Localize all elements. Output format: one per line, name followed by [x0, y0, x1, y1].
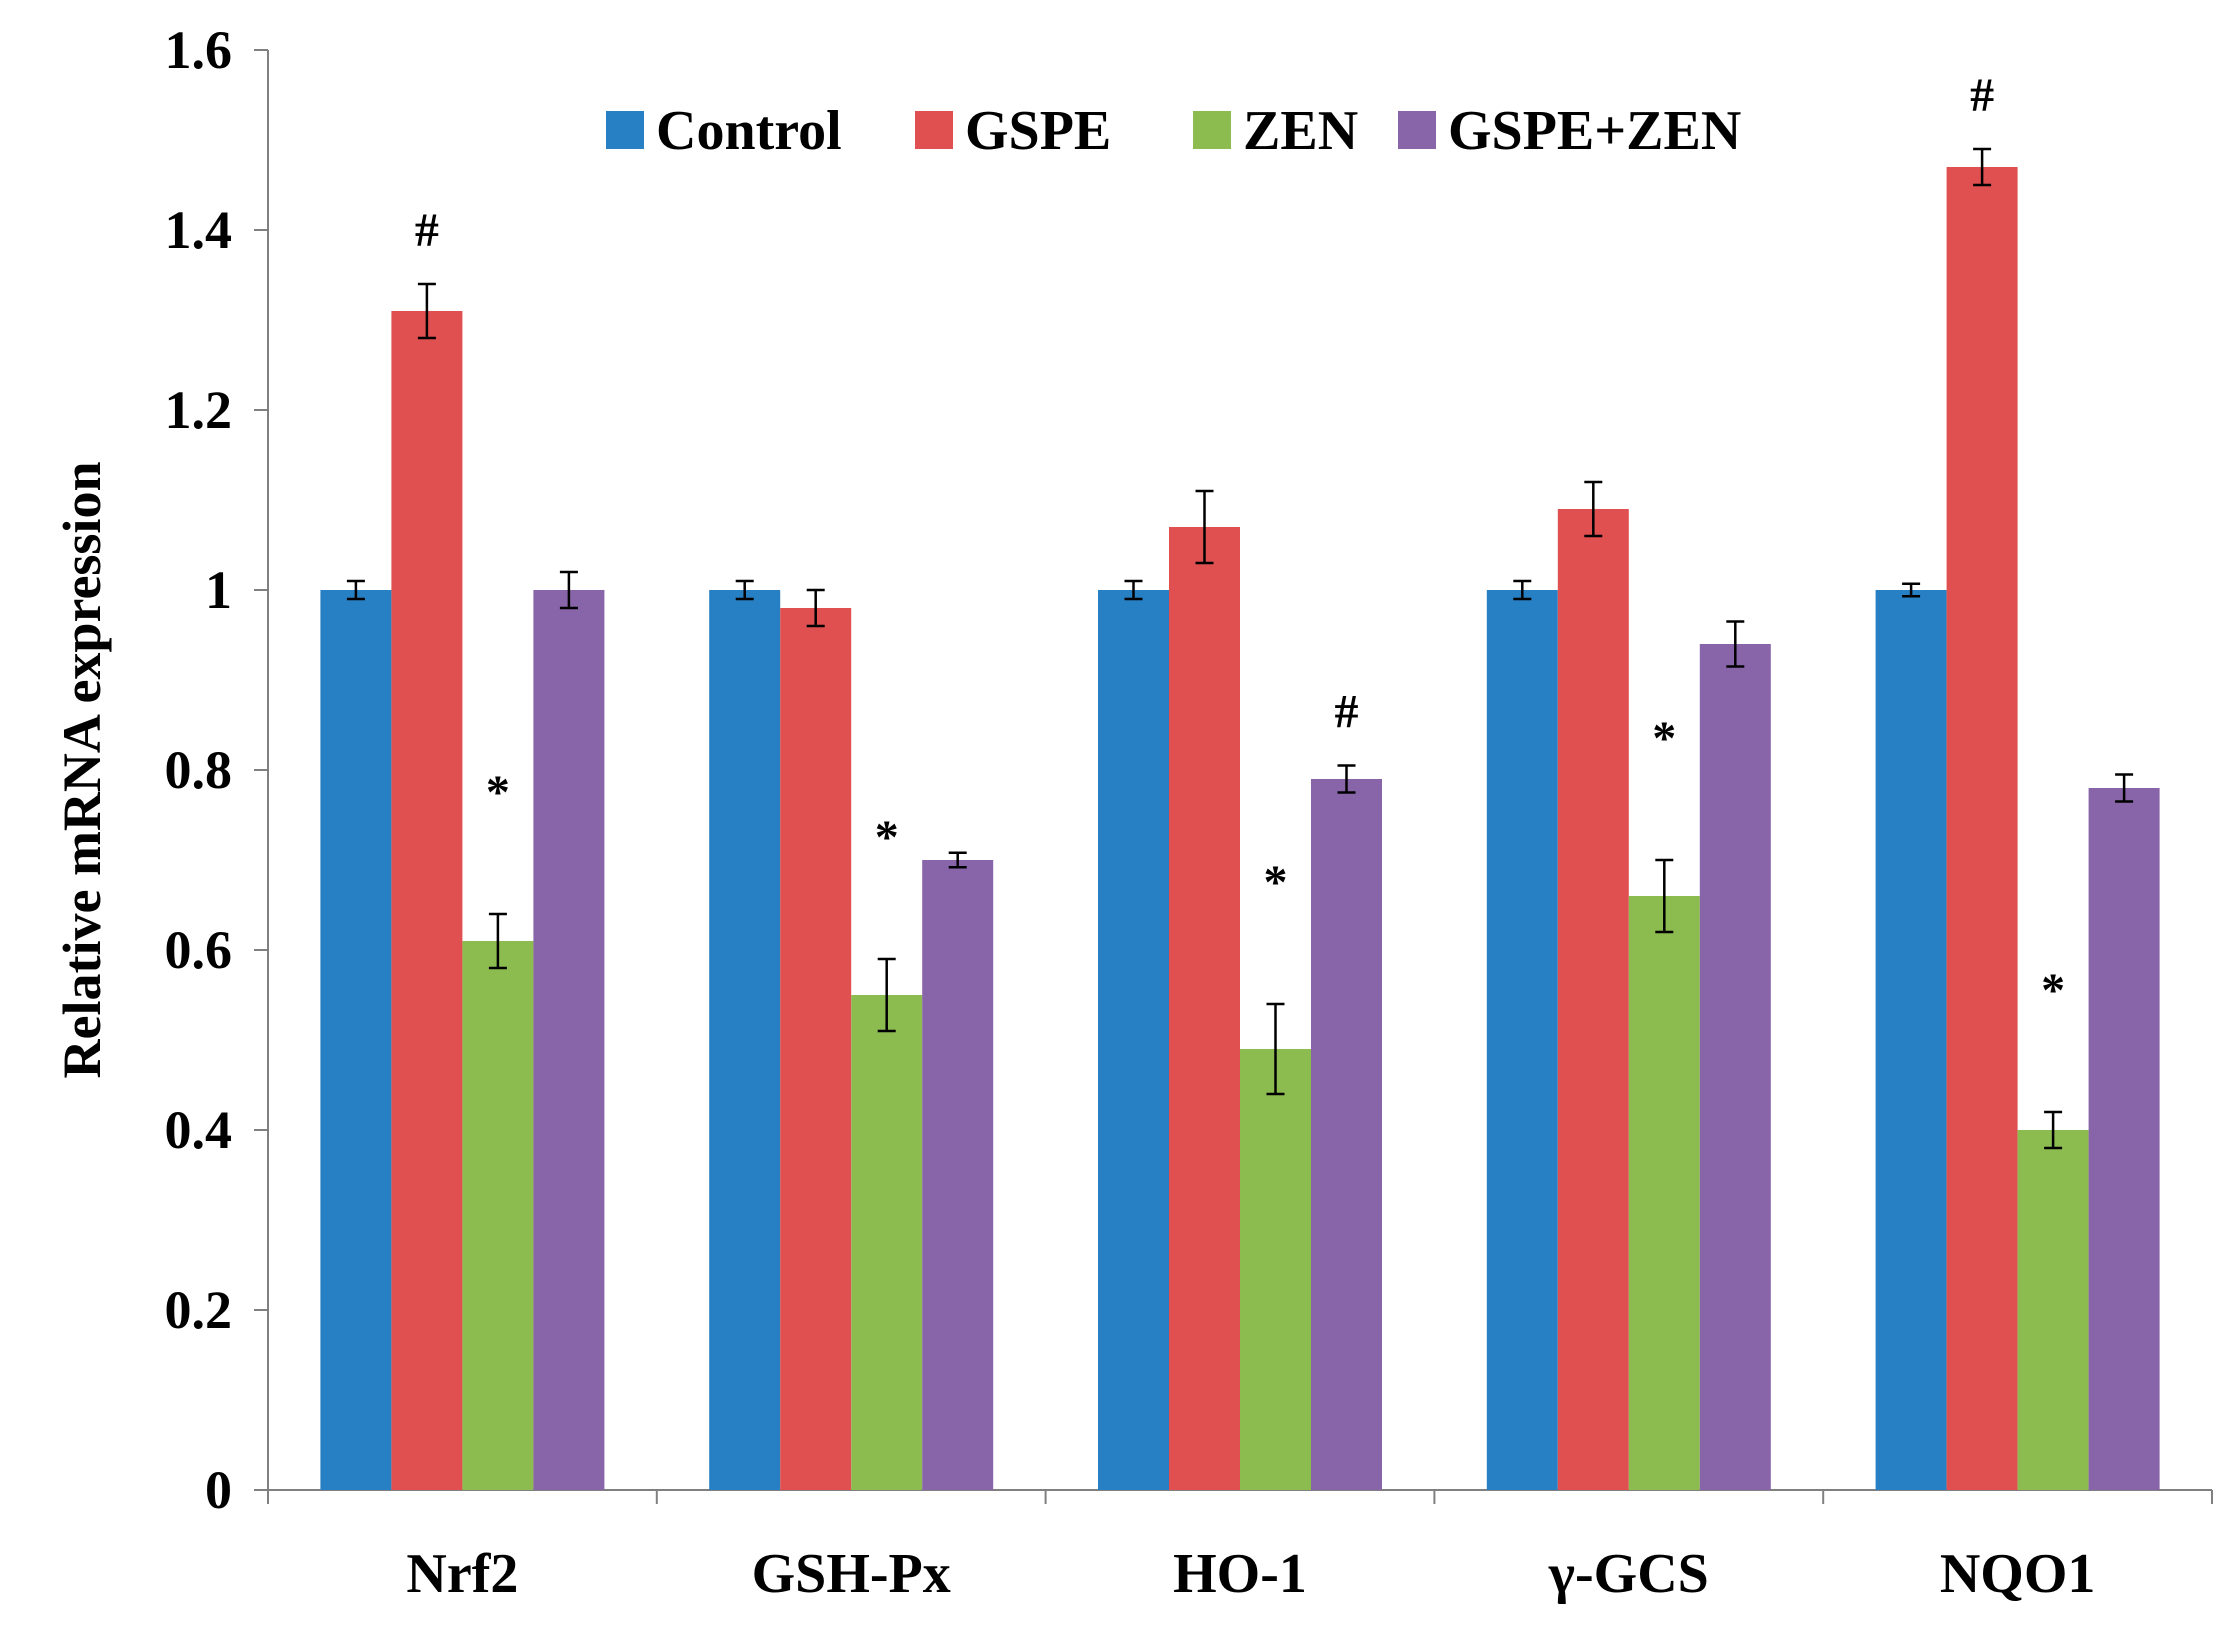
- bar-control: [1486, 590, 1558, 1490]
- legend-swatch: [1193, 111, 1231, 149]
- x-tick-label: GSH-Px: [752, 1543, 951, 1605]
- bar-gspe-zen: [1699, 644, 1771, 1490]
- bar-gspe: [1169, 527, 1240, 1490]
- y-tick-label: 0.2: [165, 1280, 233, 1340]
- bar-gspe-zen: [2088, 788, 2160, 1490]
- hash-annotation: #: [1970, 69, 1994, 122]
- y-tick-label: 1: [205, 560, 232, 620]
- y-tick-label: 1.2: [165, 380, 233, 440]
- bar-zen: [851, 995, 923, 1490]
- asterisk-annotation: *: [1652, 712, 1676, 765]
- y-tick-label: 0.6: [165, 920, 233, 980]
- asterisk-annotation: *: [1264, 856, 1288, 909]
- x-tick-label: NQO1: [1940, 1543, 2096, 1605]
- bars: [320, 167, 2160, 1490]
- hash-annotation: #: [1335, 686, 1359, 739]
- y-axis-title: Relative mRNA expression: [52, 462, 112, 1079]
- hash-annotation: #: [415, 204, 439, 257]
- y-tick-label: 1.6: [165, 20, 233, 80]
- bar-gspe: [1946, 167, 2018, 1490]
- legend-label: GSPE: [965, 100, 1111, 162]
- bar-gspe: [391, 311, 463, 1490]
- bar-control: [709, 590, 781, 1490]
- y-tick-label: 0: [205, 1460, 232, 1520]
- error-bars: [346, 147, 2134, 1150]
- bar-gspe: [780, 608, 852, 1490]
- axis-labels: 0 0.2 0.4 0.6 0.8 1 1.2 1.4 1.6 Nrf2 GSH-Px HO-1 γ-G…: [52, 20, 2095, 1605]
- legend-label: ZEN: [1243, 100, 1358, 162]
- asterisk-annotation: *: [486, 766, 510, 819]
- bar-control: [320, 590, 392, 1490]
- bar-gspe: [1557, 509, 1629, 1490]
- legend-swatch: [915, 111, 953, 149]
- legend: Control GSPE ZEN GSPE+ZEN: [606, 100, 1741, 162]
- bar-zen: [1240, 1049, 1311, 1490]
- bar-gspe-zen: [533, 590, 605, 1490]
- x-tick-label: Nrf2: [406, 1543, 518, 1605]
- legend-swatch: [606, 111, 644, 149]
- y-tick-label: 0.4: [165, 1100, 233, 1160]
- bar-control: [1098, 590, 1169, 1490]
- legend-label: GSPE+ZEN: [1448, 100, 1741, 162]
- bar-zen: [2017, 1130, 2089, 1490]
- significance-annotations: # * * * # * # *: [415, 69, 2065, 1017]
- asterisk-annotation: *: [875, 811, 899, 864]
- bar-zen: [462, 941, 534, 1490]
- asterisk-annotation: *: [2041, 964, 2065, 1017]
- bar-zen: [1628, 896, 1700, 1490]
- y-tick-label: 1.4: [165, 200, 233, 260]
- x-tick-label: HO-1: [1173, 1543, 1307, 1605]
- bar-control: [1875, 590, 1947, 1490]
- y-tick-label: 0.8: [165, 740, 233, 800]
- legend-label: Control: [656, 100, 842, 162]
- legend-swatch: [1398, 111, 1436, 149]
- bar-gspe-zen: [922, 860, 994, 1490]
- x-tick-label: γ-GCS: [1548, 1543, 1709, 1605]
- bar-gspe-zen: [1311, 779, 1382, 1490]
